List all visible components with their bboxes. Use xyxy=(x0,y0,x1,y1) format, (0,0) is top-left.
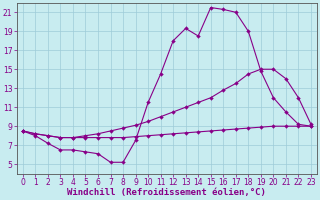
X-axis label: Windchill (Refroidissement éolien,°C): Windchill (Refroidissement éolien,°C) xyxy=(68,188,266,197)
